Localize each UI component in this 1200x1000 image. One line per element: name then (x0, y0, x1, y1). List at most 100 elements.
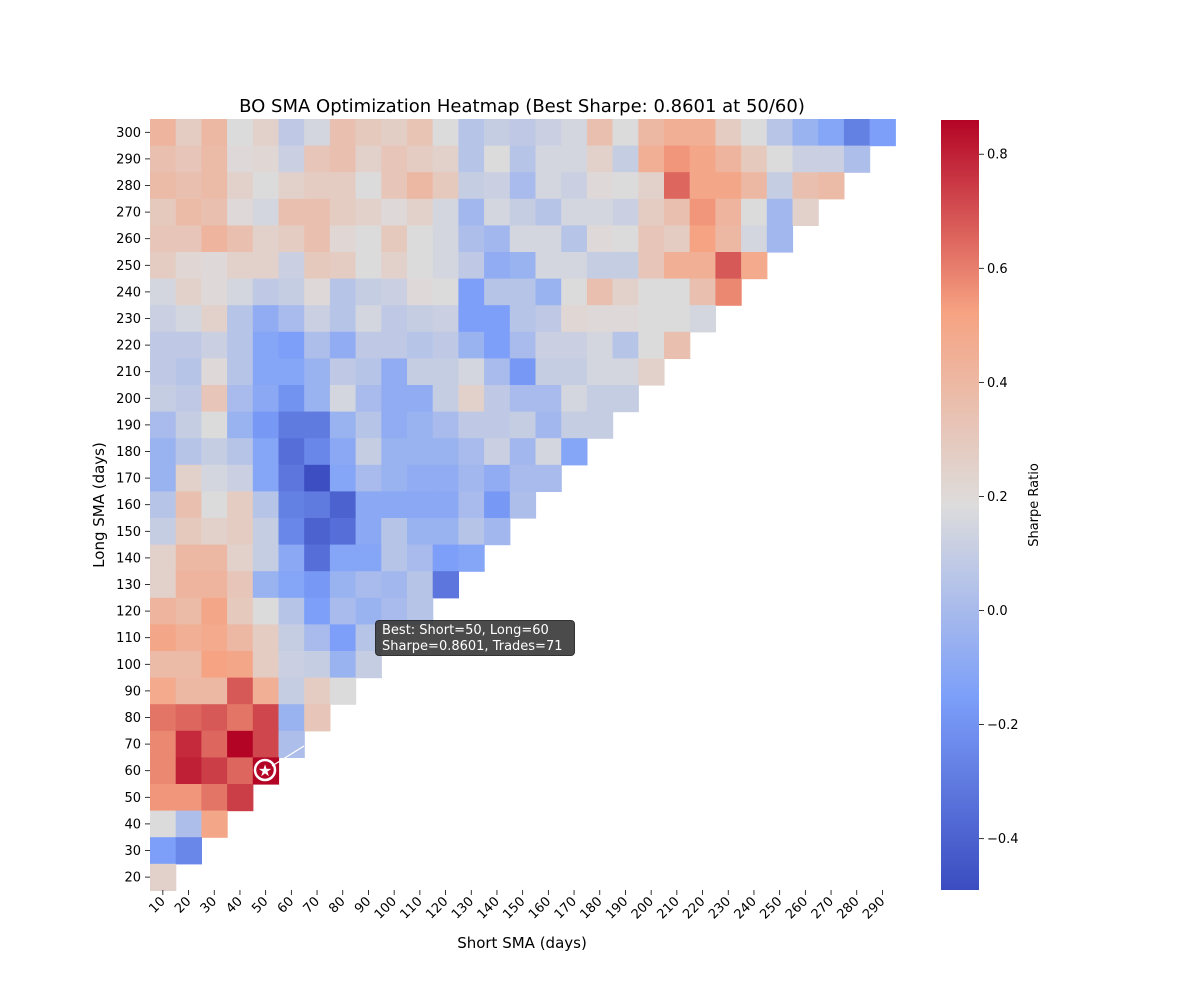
heatmap-cell (304, 172, 331, 200)
heatmap-cell (355, 278, 382, 306)
heatmap-cell (175, 757, 202, 785)
heatmap-cell (664, 225, 691, 253)
colorbar-ticks: 0.8 0.6 0.4 0.2 0.0 −0.2 −0.4 (979, 148, 1019, 847)
heatmap-cell (484, 172, 511, 200)
annotation-line-1: Best: Short=50, Long=60 (382, 623, 549, 638)
heatmap-cell (458, 252, 485, 280)
heatmap-cell (843, 119, 871, 147)
y-tick-label: 200 (116, 392, 141, 407)
heatmap-cell (201, 704, 228, 732)
heatmap-cell (227, 757, 254, 785)
heatmap-cell (227, 119, 254, 147)
x-tick-label: 180 (577, 894, 605, 922)
heatmap-cell (407, 305, 434, 333)
y-tick-label: 30 (124, 844, 141, 859)
heatmap-cell (561, 278, 588, 306)
heatmap-cell (381, 225, 408, 253)
heatmap-cell (329, 305, 357, 333)
heatmap-cell (278, 331, 305, 359)
chart-title: BO SMA Optimization Heatmap (Best Sharpe… (239, 96, 805, 117)
heatmap-cell (252, 704, 280, 732)
heatmap-cell (561, 358, 588, 386)
heatmap-cell (252, 464, 280, 492)
heatmap-cell (150, 784, 177, 812)
heatmap-cell (535, 331, 562, 359)
heatmap-cell (664, 145, 691, 173)
heatmap-cell (715, 225, 742, 253)
heatmap-cell (689, 172, 716, 200)
x-tick-label: 160 (526, 894, 554, 922)
x-tick-label: 200 (629, 894, 657, 922)
heatmap-cell (586, 385, 614, 413)
heatmap-cell (304, 305, 331, 333)
heatmap-cell (407, 491, 434, 519)
heatmap-cell (150, 651, 177, 679)
heatmap-cell (252, 651, 280, 679)
heatmap-cell (586, 172, 614, 200)
heatmap-cell (612, 119, 639, 147)
heatmap-cell (304, 145, 331, 173)
heatmap-cell (278, 145, 305, 173)
heatmap-cell (509, 411, 537, 439)
heatmap-cell (561, 331, 588, 359)
heatmap-cell (355, 385, 382, 413)
heatmap-cell (304, 677, 331, 705)
heatmap-cell (458, 544, 485, 572)
heatmap-cell (381, 491, 408, 519)
heatmap-cell (535, 225, 562, 253)
heatmap-cell (612, 358, 639, 386)
heatmap-cell (689, 278, 716, 306)
heatmap-cell (278, 411, 305, 439)
heatmap-cell (252, 624, 280, 652)
heatmap-cell (612, 225, 639, 253)
heatmap-cell (227, 225, 254, 253)
heatmap-cell (227, 651, 254, 679)
heatmap-cell (458, 225, 485, 253)
heatmap-cell (407, 358, 434, 386)
heatmap-cell (381, 385, 408, 413)
heatmap-cell (586, 358, 614, 386)
heatmap-cell (586, 225, 614, 253)
heatmap-cell (535, 278, 562, 306)
heatmap-cell (329, 358, 357, 386)
heatmap-cell (432, 198, 459, 226)
heatmap-cell (150, 757, 177, 785)
heatmap-cell (329, 518, 357, 546)
heatmap-cell (638, 305, 665, 333)
heatmap-cell (484, 225, 511, 253)
heatmap-cell (381, 571, 408, 599)
heatmap-cell (227, 305, 254, 333)
heatmap-cell (509, 172, 537, 200)
x-tick-label: 250 (757, 894, 785, 922)
heatmap-cell (458, 358, 485, 386)
heatmap-cell (843, 145, 871, 173)
heatmap-cell (407, 571, 434, 599)
y-axis-ticks: 300 290 280 270 260 250 240 230 220 210 200 190 180 1… (116, 126, 150, 886)
heatmap-cell (150, 119, 177, 147)
heatmap-cell (432, 544, 459, 572)
heatmap-cell (304, 491, 331, 519)
heatmap-cell (175, 385, 202, 413)
heatmap-cell (175, 544, 202, 572)
colorbar-tick-label: 0.0 (987, 604, 1008, 619)
heatmap-cell (201, 597, 228, 625)
heatmap-cell (458, 518, 485, 546)
heatmap-cell (304, 438, 331, 466)
heatmap-cell (175, 438, 202, 466)
heatmap-cell (227, 464, 254, 492)
heatmap-cell (252, 305, 280, 333)
heatmap-cell (407, 544, 434, 572)
heatmap-cell (509, 119, 537, 147)
heatmap-cell (407, 119, 434, 147)
heatmap-cell (201, 172, 228, 200)
heatmap-cell (329, 198, 357, 226)
heatmap-cell (792, 172, 819, 200)
heatmap-cell (535, 172, 562, 200)
annotation-line-2: Sharpe=0.8601, Trades=71 (382, 639, 563, 654)
y-tick-label: 180 (116, 445, 141, 460)
x-tick-label: 30 (198, 894, 220, 916)
x-tick-label: 10 (146, 894, 168, 916)
heatmap-cell (175, 305, 202, 333)
heatmap-cell (252, 278, 280, 306)
heatmap-cell (304, 252, 331, 280)
